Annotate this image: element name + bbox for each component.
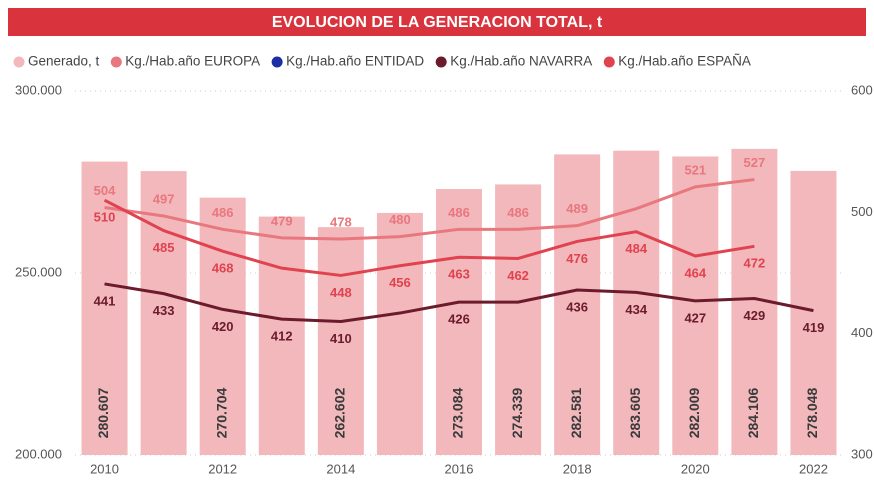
line-value-label: 463 xyxy=(448,267,470,282)
line-value-label: 486 xyxy=(507,205,529,220)
y-tick-label: 300.000 xyxy=(15,82,62,97)
chart-title: EVOLUCION DE LA GENERACION TOTAL, t xyxy=(272,14,603,31)
line-value-label: 478 xyxy=(330,214,352,229)
line-value-label: 410 xyxy=(330,331,352,346)
line-value-label: 456 xyxy=(389,275,411,290)
legend-swatch xyxy=(110,56,122,68)
line-value-label: 485 xyxy=(153,240,175,255)
legend-label: Kg./Hab.año NAVARRA xyxy=(450,54,592,69)
line-value-label: 427 xyxy=(684,310,706,325)
x-tick-label: 2016 xyxy=(445,461,474,476)
line-value-label: 468 xyxy=(212,261,234,276)
line-value-label: 448 xyxy=(330,285,352,300)
bar-value-label: 278.048 xyxy=(804,387,820,438)
line-value-label: 484 xyxy=(625,241,647,256)
x-tick-label: 2014 xyxy=(326,461,355,476)
bar xyxy=(199,197,246,455)
y-tick-label: 250.000 xyxy=(15,264,62,279)
x-tick-label: 2020 xyxy=(681,461,710,476)
line-value-label: 504 xyxy=(94,183,116,198)
line-value-label: 464 xyxy=(684,265,706,280)
bar-value-label: 283.605 xyxy=(627,387,643,438)
line-value-label: 436 xyxy=(566,299,588,314)
line-value-label: 476 xyxy=(566,251,588,266)
bar-value-label: 273.084 xyxy=(450,387,466,438)
x-tick-label: 2012 xyxy=(208,461,237,476)
legend-swatch xyxy=(435,56,447,68)
line-value-label: 412 xyxy=(271,329,293,344)
line-value-label: 426 xyxy=(448,312,470,327)
x-tick-label: 2018 xyxy=(563,461,592,476)
bar-value-label: 284.106 xyxy=(745,387,761,438)
y2-tick-label: 300 xyxy=(851,446,873,461)
bar-value-label: 270.704 xyxy=(213,387,229,438)
line-value-label: 441 xyxy=(94,293,116,308)
title-banner xyxy=(8,8,866,36)
bar-value-label: 282.581 xyxy=(568,387,584,438)
line xyxy=(104,282,814,324)
line-value-label: 497 xyxy=(153,191,175,206)
line xyxy=(103,198,755,277)
line-value-label: 434 xyxy=(625,302,647,317)
legend-label: Kg./Hab.año ENTIDAD xyxy=(286,54,424,69)
line-value-label: 489 xyxy=(566,201,588,216)
line-value-label: 479 xyxy=(271,213,293,228)
line xyxy=(104,178,755,241)
line-value-label: 486 xyxy=(212,205,234,220)
x-tick-label: 2010 xyxy=(90,461,119,476)
line-value-label: 486 xyxy=(448,205,470,220)
bar xyxy=(436,188,482,455)
bar-value-label: 262.602 xyxy=(332,387,348,438)
legend-swatch xyxy=(271,56,283,68)
bar-value-label: 280.607 xyxy=(95,387,111,438)
legend-swatch xyxy=(603,56,615,68)
legend: Generado, t Kg./Hab.año EUROPA Kg./Hab.año… xyxy=(13,54,751,69)
legend-label: Kg./Hab.año ESPAÑA xyxy=(618,54,751,69)
bar xyxy=(317,227,364,455)
bar xyxy=(554,154,601,456)
bar xyxy=(790,170,837,455)
y-tick-label: 200.000 xyxy=(15,446,62,461)
line-value-label: 462 xyxy=(507,268,529,283)
legend-label: Kg./Hab.año EUROPA xyxy=(125,54,260,69)
bar xyxy=(672,156,719,455)
bar-value-label: 274.339 xyxy=(509,387,525,438)
line-value-label: 480 xyxy=(389,212,411,227)
line-value-label: 510 xyxy=(94,210,116,225)
line-value-label: 521 xyxy=(684,162,706,177)
legend-label: Generado, t xyxy=(28,54,100,69)
line-value-label: 419 xyxy=(803,320,825,335)
bar-value-label: 282.009 xyxy=(686,387,702,438)
bar xyxy=(613,150,660,455)
line-value-label: 429 xyxy=(744,308,766,323)
x-tick-label: 2022 xyxy=(799,461,828,476)
y2-tick-label: 600 xyxy=(851,82,873,97)
bar xyxy=(376,212,423,455)
line-value-label: 420 xyxy=(212,319,234,334)
y2-tick-label: 400 xyxy=(851,325,873,340)
bar xyxy=(258,216,305,455)
legend-swatch xyxy=(13,56,25,68)
line-value-label: 527 xyxy=(744,155,766,170)
y2-tick-label: 500 xyxy=(851,204,873,219)
line-value-label: 433 xyxy=(153,303,175,318)
line-value-label: 472 xyxy=(744,256,766,271)
